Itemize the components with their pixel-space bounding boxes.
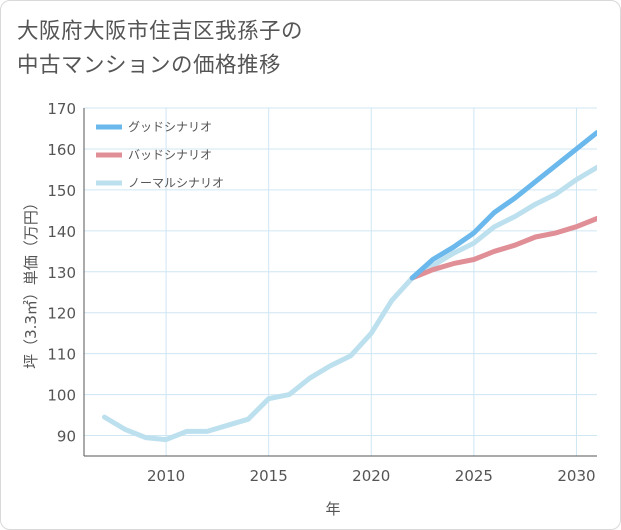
x-tick-label-2: 2020 [352,467,390,485]
x-axis-label: 年 [325,500,340,518]
x-tick-label-3: 2025 [455,467,493,485]
x-tick-labels: 2010 2015 2020 2025 2030 [147,467,596,485]
x-tick-label-0: 2010 [147,467,185,485]
y-tick-label-3: 120 [47,305,76,323]
y-tick-label-8: 170 [47,100,76,118]
chart-title-line-1: 大阪府大阪市住吉区我孫子の [17,19,304,44]
chart-title: 大阪府大阪市住吉区我孫子の 中古マンションの価格推移 [17,15,303,83]
x-tick-label-4: 2030 [557,467,595,485]
y-tick-label-2: 110 [47,346,76,364]
series-line-good [409,130,597,281]
y-tick-label-6: 150 [47,182,76,200]
legend-label-good: グッドシナリオ [128,120,212,134]
legend-label-bad: バッドシナリオ [128,148,212,162]
y-axis-label: 坪（3.3㎡）単価（万円） [22,195,40,369]
y-tick-labels: 90 100 110 120 130 140 150 160 170 [47,100,76,446]
y-tick-label-5: 140 [47,223,76,241]
legend-label-normal: ノーマルシナリオ [128,176,224,190]
y-tick-label-7: 160 [47,141,76,159]
x-tick-label-1: 2015 [250,467,288,485]
y-tick-label-4: 130 [47,264,76,282]
series-lines [102,130,597,443]
y-tick-label-1: 100 [47,387,76,405]
series-line-bad [409,216,597,281]
series-line-normal [102,164,597,443]
chart-title-line-2: 中古マンションの価格推移 [17,53,282,78]
axes [83,108,597,457]
grid-lines [84,107,597,456]
y-tick-label-0: 90 [57,428,76,446]
